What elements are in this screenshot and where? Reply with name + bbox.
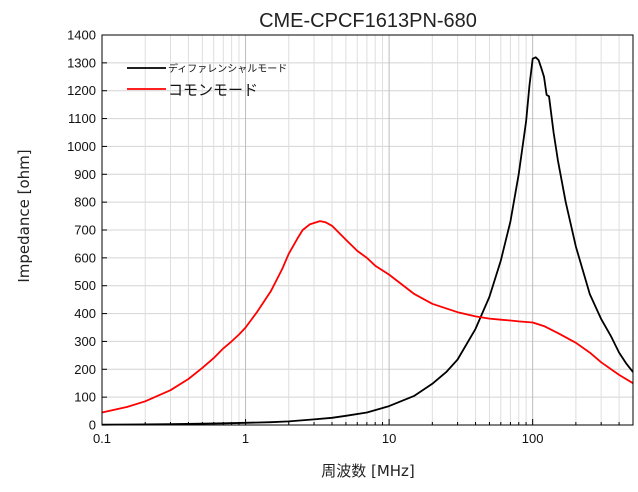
y-tick-label: 1300 <box>67 55 96 70</box>
y-tick-label: 1000 <box>67 139 96 154</box>
y-tick-label: 900 <box>74 167 96 182</box>
axis-ticks: 0100200300400500600700800900100011001200… <box>67 28 634 446</box>
common-mode-line <box>101 220 634 414</box>
y-tick-label: 100 <box>74 390 96 405</box>
series-layer <box>101 56 634 426</box>
y-tick-label: 1200 <box>67 83 96 98</box>
plot-grid <box>102 35 634 425</box>
y-axis-label: Impedance [ohm] <box>15 149 33 282</box>
legend-label: コモンモード <box>168 81 258 99</box>
x-tick-label: 1 <box>242 431 249 446</box>
x-tick-label: 100 <box>522 431 544 446</box>
y-tick-label: 500 <box>74 278 96 293</box>
x-axis-label: 周波数 [MHz] <box>321 462 415 480</box>
y-tick-label: 300 <box>74 334 96 349</box>
differential-mode-line <box>101 56 634 426</box>
y-tick-label: 1400 <box>67 28 96 43</box>
y-tick-label: 800 <box>74 195 96 210</box>
x-tick-label: 10 <box>382 431 396 446</box>
y-tick-label: 200 <box>74 362 96 377</box>
legend-label: ディファレンシャルモード <box>168 62 287 75</box>
chart-title: CME-CPCF1613PN-680 <box>259 10 477 32</box>
y-tick-label: 400 <box>74 306 96 321</box>
y-tick-label: 0 <box>89 418 96 433</box>
x-tick-label: 0.1 <box>93 431 111 446</box>
y-tick-label: 600 <box>74 250 96 265</box>
y-tick-label: 700 <box>74 223 96 238</box>
y-tick-label: 1100 <box>68 111 96 126</box>
